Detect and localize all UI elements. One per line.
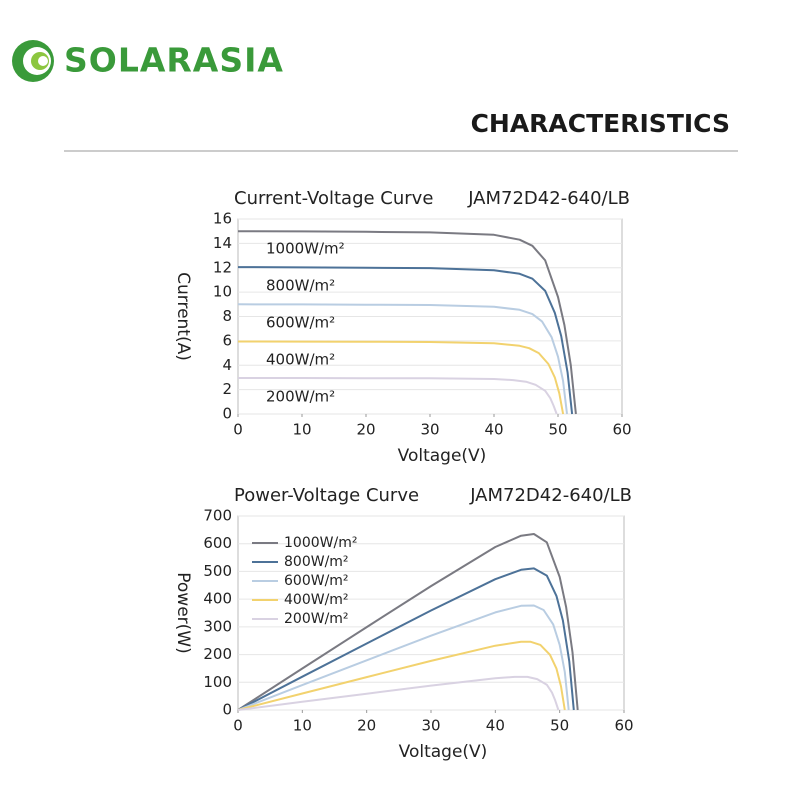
y-tick-label: 400 [203,590,232,608]
heading: CHARACTERISTICS [471,109,730,138]
series-label: 600W/m² [266,314,335,332]
x-tick-label: 60 [612,421,631,439]
series-line [237,230,577,415]
logo-icon [12,40,54,82]
x-tick-label: 40 [486,717,505,735]
x-axis-label: Voltage(V) [398,446,487,466]
x-tick-label: 30 [421,717,440,735]
x-tick-label: 10 [292,421,311,439]
x-tick-label: 50 [550,717,569,735]
y-tick-label: 100 [203,673,232,691]
chart-model: JAM72D42-640/LB [469,485,632,506]
x-axis-label: Voltage(V) [399,742,488,762]
x-tick-label: 0 [233,421,243,439]
series-label: 1000W/m² [266,240,345,258]
x-tick-label: 30 [420,421,439,439]
legend-label: 800W/m² [284,554,349,570]
series-line [237,340,565,415]
series-line [237,533,579,711]
logo-text: SOLARASIA [64,41,284,80]
series-line [237,640,566,711]
x-tick-label: 60 [614,717,633,735]
series-line [237,266,574,415]
x-tick-label: 0 [233,717,243,735]
y-tick-label: 12 [213,258,232,276]
series-line [238,377,558,415]
chart-model: JAM72D42-640/LB [467,188,630,209]
y-tick-label: 2 [222,380,232,398]
y-tick-label: 0 [222,405,232,423]
y-tick-label: 500 [203,562,232,580]
legend-label: 200W/m² [284,611,349,627]
y-tick-label: 8 [222,307,232,325]
y-tick-label: 6 [222,331,232,349]
x-tick-label: 20 [357,717,376,735]
x-tick-label: 10 [293,717,312,735]
legend-label: 1000W/m² [284,535,357,551]
y-axis-label: Power(W) [173,572,193,653]
chart-title: Current-Voltage Curve [234,188,433,209]
x-tick-label: 20 [356,421,375,439]
y-tick-label: 600 [203,534,232,552]
y-tick-label: 700 [203,507,232,525]
y-tick-label: 0 [222,701,232,719]
y-tick-label: 4 [222,356,232,374]
series-label: 200W/m² [266,388,335,406]
y-tick-label: 300 [203,617,232,635]
x-tick-label: 50 [548,421,567,439]
y-tick-label: 10 [213,283,232,301]
series-line [237,303,568,415]
legend-label: 400W/m² [284,592,349,608]
y-tick-label: 16 [213,210,232,228]
y-axis-label: Current(A) [173,272,193,361]
legend-label: 600W/m² [284,573,349,589]
series-line [237,567,575,711]
y-tick-label: 14 [213,234,232,252]
chart-title: Power-Voltage Curve [234,485,419,506]
series-label: 800W/m² [266,277,335,295]
x-tick-label: 40 [484,421,503,439]
series-line [237,675,560,711]
series-label: 400W/m² [266,351,335,369]
y-tick-label: 200 [203,645,232,663]
series-line [237,604,570,711]
